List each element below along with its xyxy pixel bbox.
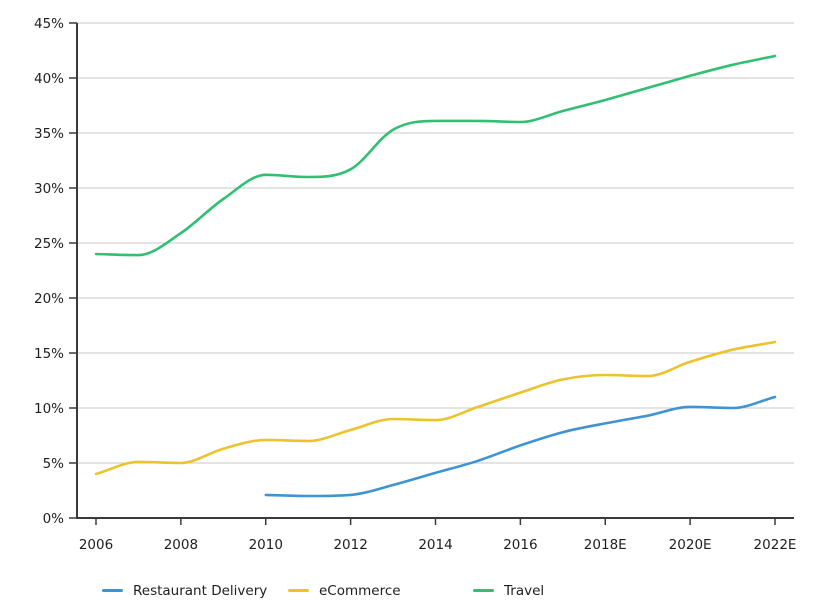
plot-area: 0% 5% 10% 15% 20% 25% 30% 35% 40% 45% 2006 2008 2010…: [34, 16, 797, 553]
y-tick-label-0: 0%: [43, 511, 65, 527]
y-tick-label-15: 15%: [34, 346, 64, 362]
legend-swatch-travel: [473, 588, 494, 592]
x-tick-label-2020: 2020E: [669, 537, 712, 553]
y-tick-label-20: 20%: [34, 291, 64, 307]
y-tick-label-40: 40%: [34, 71, 64, 87]
series-line-restaurant-delivery: [264, 395, 777, 498]
legend-label-ecommerce: eCommerce: [319, 583, 401, 599]
y-tick-label-45: 45%: [34, 16, 64, 32]
x-tick-label-2016: 2016: [503, 537, 537, 553]
legend-item-travel: Travel: [473, 582, 544, 600]
legend-swatch-restaurant-delivery: [102, 588, 123, 592]
x-tick-label-2018: 2018E: [584, 537, 627, 553]
x-tick-label-2010: 2010: [249, 537, 283, 553]
x-tick-label-2006: 2006: [79, 537, 113, 553]
legend-item-ecommerce: eCommerce: [288, 582, 401, 600]
series-line-travel: [94, 54, 777, 257]
x-tick-label-2012: 2012: [333, 537, 367, 553]
x-tick-label-2014: 2014: [418, 537, 452, 553]
legend-item-restaurant-delivery: Restaurant Delivery: [102, 582, 267, 600]
y-tick-label-30: 30%: [34, 181, 64, 197]
legend-label-restaurant-delivery: Restaurant Delivery: [133, 583, 268, 599]
y-tick-label-35: 35%: [34, 126, 64, 142]
legend-label-travel: Travel: [504, 583, 545, 599]
x-tick-label-2008: 2008: [164, 537, 198, 553]
x-tick-label-2022: 2022E: [754, 537, 797, 553]
series-line-ecommerce: [94, 340, 777, 476]
legend: Restaurant Delivery eCommerce Travel: [0, 582, 816, 602]
y-tick-label-10: 10%: [34, 401, 64, 417]
y-tick-label-5: 5%: [43, 456, 65, 472]
y-tick-label-25: 25%: [34, 236, 64, 252]
legend-swatch-ecommerce: [288, 588, 309, 592]
